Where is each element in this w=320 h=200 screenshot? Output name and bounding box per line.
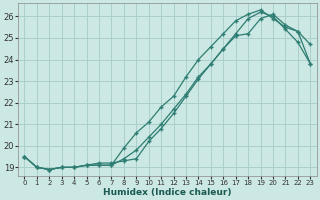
X-axis label: Humidex (Indice chaleur): Humidex (Indice chaleur) (103, 188, 232, 197)
